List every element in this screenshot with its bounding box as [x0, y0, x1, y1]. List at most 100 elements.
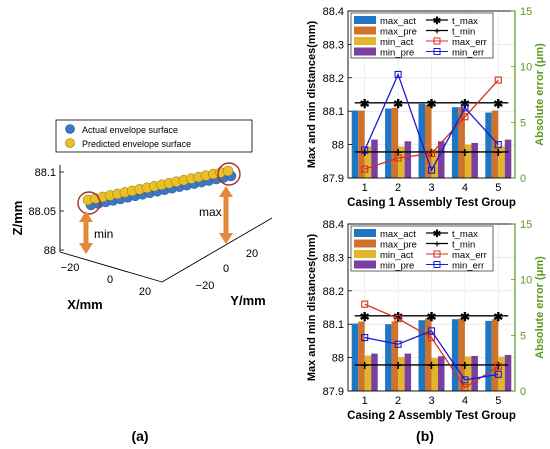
bar-min_pre: [438, 141, 445, 178]
bar-max_pre: [391, 321, 399, 391]
bar-max_act: [485, 112, 492, 178]
bar-min_pre: [471, 142, 478, 178]
max_err-point: [427, 149, 436, 158]
bar-min_act: [464, 144, 472, 178]
t_max-marker: ✱: [493, 97, 503, 111]
legend-label-max_pre: max_pre: [380, 27, 417, 38]
bar-min_pre: [504, 139, 512, 178]
x-tick-label: 2: [395, 182, 401, 194]
legend-swatch-min_pre: [354, 260, 376, 269]
legend-label-max_err: max_err: [452, 250, 487, 261]
min_err-point: [427, 166, 436, 174]
z-tick-label: 88: [44, 245, 56, 257]
legend-marker-min_err: [433, 48, 441, 55]
legend-label-max_err: max_err: [452, 37, 487, 48]
z-axis-label: Z/mm: [10, 201, 25, 236]
x-tick-label: 4: [462, 395, 468, 407]
t_max-marker: ✱: [360, 97, 370, 111]
t_max-marker: ✱: [460, 310, 470, 324]
y-right-tick-label: 15: [520, 6, 532, 18]
y-tick-label: 88.2: [323, 286, 344, 298]
min_err-point: [494, 370, 502, 378]
bar-min_act: [398, 146, 405, 178]
legend-marker-t_min: +: [434, 240, 440, 251]
legend-marker-min_err: [433, 261, 441, 268]
legend-swatch-max_act: [354, 229, 376, 237]
y-tick-label: 88.1: [323, 319, 344, 331]
min_err-point: [461, 104, 469, 112]
t_min-marker: +: [361, 357, 369, 373]
y-right-tick-label: 5: [520, 117, 526, 129]
bar-max_act: [385, 324, 392, 391]
legend-actual-label: Actual envelope surface: [82, 125, 178, 135]
legend-marker-t_max: ✱: [433, 229, 442, 240]
y-right-tick-label: 0: [520, 173, 526, 185]
bar-min_pre: [371, 139, 378, 178]
envelope-points: [82, 165, 237, 211]
max-arrow: [219, 186, 233, 244]
legend-predicted-marker: [65, 138, 75, 148]
t_max-marker: ✱: [393, 97, 403, 111]
t_min-marker: +: [461, 144, 469, 160]
bar-max_act: [351, 110, 359, 178]
z-tick-label: 88.1: [35, 167, 56, 179]
t_min-marker: +: [394, 144, 402, 160]
legend-label-max_act: max_act: [380, 229, 416, 240]
y-tick-label: 88.4: [323, 219, 344, 231]
bar-min_pre: [404, 353, 412, 391]
bar-max_pre: [358, 321, 365, 391]
bar-max_act: [451, 107, 459, 178]
y-tick-label: 88: [332, 353, 344, 365]
legend-swatch-max_pre: [354, 239, 376, 248]
bar-max_pre: [491, 319, 499, 391]
legend-marker-t_min: +: [434, 27, 440, 38]
min_err-point: [427, 327, 436, 335]
min_err-point: [494, 141, 502, 149]
legend-swatch-min_act: [354, 37, 376, 45]
max_err-point: [361, 165, 369, 173]
bar-max_pre: [358, 110, 365, 178]
min-annotation: min: [94, 227, 113, 241]
panel-a-legend-box: [55, 119, 253, 153]
y-axis-line: [161, 217, 273, 283]
min_err-line: [364, 72, 499, 172]
legend-swatch-min_pre: [354, 47, 376, 56]
x-axis-label: Casing 1 Assembly Test Group: [347, 197, 516, 209]
x-axis-label: Casing 2 Assembly Test Group: [347, 410, 516, 422]
t_max-marker: ✱: [426, 310, 436, 324]
x-tick-label: 5: [495, 395, 501, 407]
panel-a-caption: (a): [131, 428, 148, 444]
t_min-marker: +: [494, 357, 502, 373]
y-tick-label: 88.2: [323, 73, 344, 85]
bar-max_pre: [458, 318, 465, 391]
bar-min_pre: [471, 355, 478, 391]
legend-label-min_err: min_err: [452, 48, 484, 59]
panel-a-envelope-plot: Actual envelope surface Predicted envelo…: [10, 119, 273, 444]
max_err-point: [394, 154, 402, 162]
legend-swatch-max_pre: [354, 26, 376, 35]
y-right-tick-label: 10: [520, 275, 532, 287]
legend-marker-t_max: ✱: [433, 16, 442, 27]
legend-label-min_pre: min_pre: [380, 261, 414, 272]
legend-label-t_max: t_max: [452, 229, 478, 240]
bar-max_pre: [391, 107, 399, 178]
bar-max_act: [418, 320, 425, 391]
max_err-line: [364, 79, 499, 170]
y-right-axis-label: Absolute error (μm): [534, 43, 546, 146]
y-tick-label: −20: [196, 280, 215, 292]
t_max-marker: ✱: [426, 97, 436, 111]
legend-label-min_err: min_err: [452, 261, 484, 272]
y-tick-label: 20: [246, 248, 258, 260]
t_min-marker: +: [427, 357, 435, 373]
t_min-marker: +: [427, 144, 435, 160]
max_err-point: [494, 362, 502, 371]
legend-predicted-label: Predicted envelope surface: [82, 139, 191, 149]
legend-label-max_act: max_act: [380, 16, 416, 27]
min_err-point: [361, 146, 369, 154]
min_err-line: [364, 330, 499, 381]
y-tick-label: 88.1: [323, 106, 344, 118]
predicted-envelope-point: [222, 165, 234, 177]
